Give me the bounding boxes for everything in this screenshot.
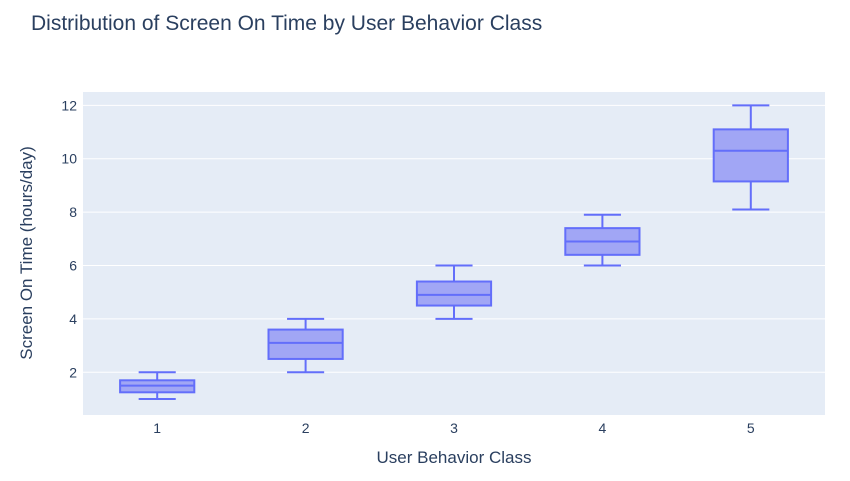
plot-background: [83, 92, 825, 415]
y-tick-label: 4: [69, 311, 77, 327]
box-4: [564, 213, 641, 267]
x-tick-label: 3: [450, 420, 458, 436]
y-axis-title: Screen On Time (hours/day): [17, 146, 36, 360]
y-tick-label: 10: [61, 151, 77, 167]
x-tick-label: 1: [153, 420, 161, 436]
x-tick-label: 2: [302, 420, 310, 436]
box-2: [267, 317, 344, 374]
chart-title: Distribution of Screen On Time by User B…: [31, 12, 542, 35]
box-5: [712, 104, 789, 211]
x-tick-label: 4: [599, 420, 607, 436]
y-tick-label: 8: [69, 204, 77, 220]
y-tick-label: 12: [61, 97, 77, 113]
iqr-box: [267, 328, 344, 360]
box-series: [119, 104, 789, 400]
x-axis-ticks: 1 2 3 4 5: [153, 420, 755, 436]
iqr-box: [415, 280, 493, 307]
x-tick-label: 5: [747, 420, 755, 436]
y-axis-ticks: 2 4 6 8 10 12: [61, 97, 77, 380]
box-1: [119, 371, 196, 400]
y-tick-label: 6: [69, 258, 77, 274]
box-3: [415, 264, 493, 320]
iqr-box: [712, 128, 789, 183]
y-tick-label: 2: [69, 364, 77, 380]
x-axis-title: User Behavior Class: [377, 448, 532, 467]
